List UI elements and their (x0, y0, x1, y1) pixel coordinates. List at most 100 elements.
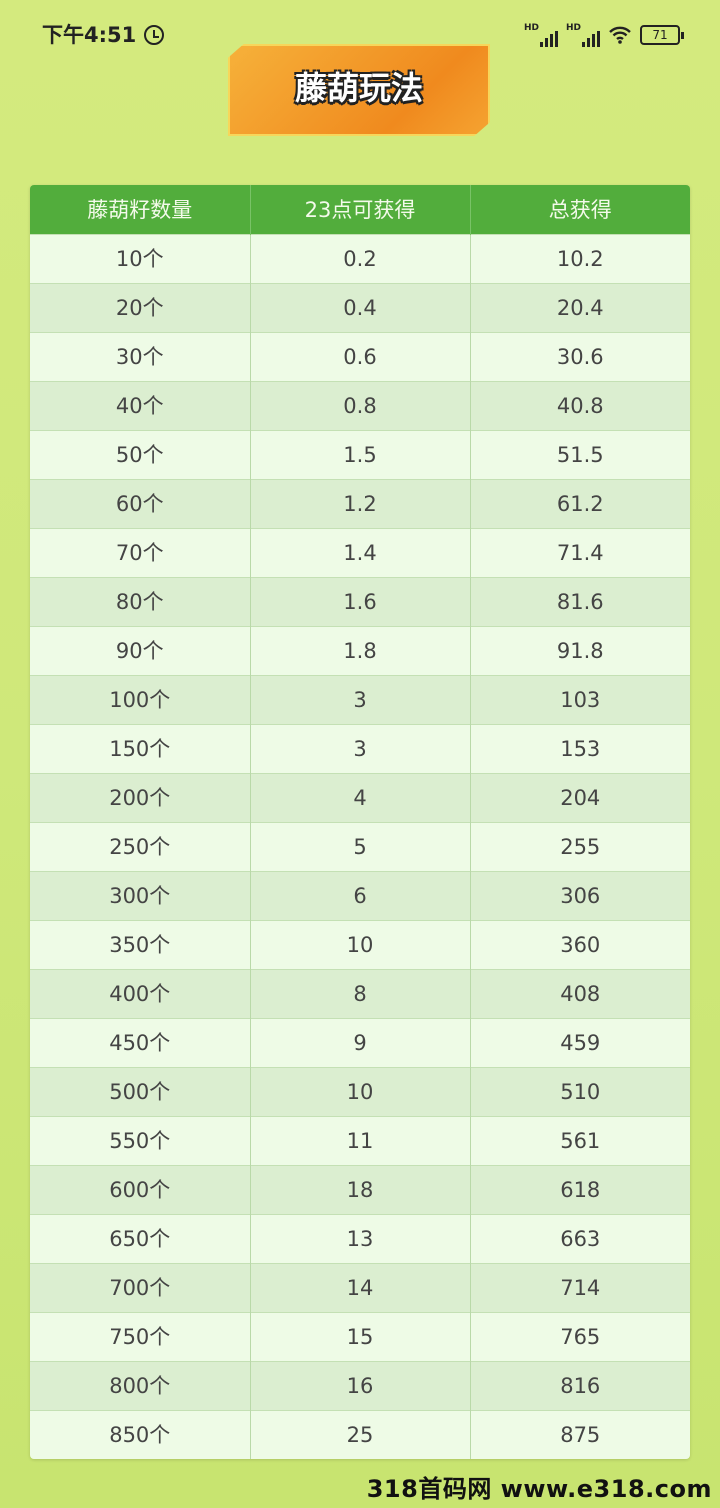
status-right: HD HD 71 (524, 18, 684, 52)
table-row: 30个 0.6 30.6 (30, 332, 690, 382)
cell-seed-count: 10个 (30, 234, 251, 284)
table-row: 50个 1.5 51.5 (30, 430, 690, 480)
table-header-row: 藤葫籽数量 23点可获得 总获得 (30, 185, 690, 235)
cell-seed-count: 550个 (30, 1116, 251, 1166)
alarm-icon (144, 25, 165, 45)
cell-reward-23: 1.8 (250, 626, 471, 676)
table-row: 80个 1.6 81.6 (30, 577, 690, 627)
cell-total: 561 (470, 1116, 690, 1166)
cell-total: 618 (470, 1165, 690, 1215)
cell-total: 663 (470, 1214, 690, 1264)
cell-reward-23: 1.6 (250, 577, 471, 627)
table-row: 10个 0.2 10.2 (30, 234, 690, 284)
cell-seed-count: 80个 (30, 577, 251, 627)
signal-icon-1 (539, 31, 558, 47)
header-total: 总获得 (470, 185, 690, 235)
cell-reward-23: 3 (250, 675, 471, 725)
cell-seed-count: 20个 (30, 283, 251, 333)
table-row: 60个 1.2 61.2 (30, 479, 690, 529)
cell-total: 816 (470, 1361, 690, 1411)
table-row: 70个 1.4 71.4 (30, 528, 690, 578)
table-row: 20个 0.4 20.4 (30, 283, 690, 333)
cell-seed-count: 150个 (30, 724, 251, 774)
cell-total: 765 (470, 1312, 690, 1362)
cell-total: 204 (470, 773, 690, 823)
cell-total: 81.6 (470, 577, 690, 627)
table-row: 650个 13 663 (30, 1214, 690, 1264)
header-23-reward: 23点可获得 (250, 185, 471, 235)
cell-total: 360 (470, 920, 690, 970)
cell-total: 91.8 (470, 626, 690, 676)
hd-label-2: HD (565, 23, 581, 33)
title-banner (228, 44, 490, 136)
table-row: 550个 11 561 (30, 1116, 690, 1166)
cell-reward-23: 18 (250, 1165, 471, 1215)
cell-seed-count: 50个 (30, 430, 251, 480)
table-row: 400个 8 408 (30, 969, 690, 1019)
status-bar: 下午4:51 HD HD 71 (0, 18, 720, 52)
cell-seed-count: 600个 (30, 1165, 251, 1215)
cell-reward-23: 25 (250, 1410, 471, 1459)
cell-seed-count: 400个 (30, 969, 251, 1019)
cell-seed-count: 70个 (30, 528, 251, 578)
cell-total: 408 (470, 969, 690, 1019)
table-row: 200个 4 204 (30, 773, 690, 823)
cell-total: 255 (470, 822, 690, 872)
rewards-table: 藤葫籽数量 23点可获得 总获得 10个 0.2 10.2 20个 0.4 20.4 30个… (30, 185, 690, 1459)
table-row: 150个 3 153 (30, 724, 690, 774)
wifi-icon (609, 26, 631, 44)
signal-group-1: HD (524, 23, 558, 47)
hd-label-1: HD (523, 23, 539, 33)
cell-seed-count: 650个 (30, 1214, 251, 1264)
cell-seed-count: 90个 (30, 626, 251, 676)
cell-reward-23: 8 (250, 969, 471, 1019)
table-row: 40个 0.8 40.8 (30, 381, 690, 431)
table-row: 800个 16 816 (30, 1361, 690, 1411)
watermark: 318首码网 www.e318.com (366, 1475, 712, 1503)
cell-total: 875 (470, 1410, 690, 1459)
cell-total: 153 (470, 724, 690, 774)
status-left: 下午4:51 (42, 18, 165, 52)
cell-reward-23: 0.4 (250, 283, 471, 333)
cell-seed-count: 200个 (30, 773, 251, 823)
cell-total: 306 (470, 871, 690, 921)
cell-reward-23: 14 (250, 1263, 471, 1313)
table-row: 90个 1.8 91.8 (30, 626, 690, 676)
cell-seed-count: 700个 (30, 1263, 251, 1313)
cell-seed-count: 30个 (30, 332, 251, 382)
cell-seed-count: 100个 (30, 675, 251, 725)
cell-total: 510 (470, 1067, 690, 1117)
page-title: 藤葫玩法 (294, 69, 423, 107)
table-row: 700个 14 714 (30, 1263, 690, 1313)
cell-reward-23: 4 (250, 773, 471, 823)
cell-total: 30.6 (470, 332, 690, 382)
signal-group-2: HD (566, 23, 600, 47)
cell-reward-23: 5 (250, 822, 471, 872)
cell-reward-23: 0.2 (250, 234, 471, 284)
cell-total: 51.5 (470, 430, 690, 480)
cell-reward-23: 1.5 (250, 430, 471, 480)
cell-total: 10.2 (470, 234, 690, 284)
cell-seed-count: 40个 (30, 381, 251, 431)
table-row: 450个 9 459 (30, 1018, 690, 1068)
table-row: 250个 5 255 (30, 822, 690, 872)
cell-reward-23: 6 (250, 871, 471, 921)
cell-total: 61.2 (470, 479, 690, 529)
cell-reward-23: 16 (250, 1361, 471, 1411)
table-row: 500个 10 510 (30, 1067, 690, 1117)
cell-seed-count: 800个 (30, 1361, 251, 1411)
cell-seed-count: 60个 (30, 479, 251, 529)
table-row: 600个 18 618 (30, 1165, 690, 1215)
cell-seed-count: 350个 (30, 920, 251, 970)
battery-icon: 71 (640, 25, 684, 45)
cell-total: 20.4 (470, 283, 690, 333)
cell-reward-23: 0.6 (250, 332, 471, 382)
cell-total: 40.8 (470, 381, 690, 431)
table-row: 350个 10 360 (30, 920, 690, 970)
cell-reward-23: 15 (250, 1312, 471, 1362)
cell-reward-23: 0.8 (250, 381, 471, 431)
cell-seed-count: 250个 (30, 822, 251, 872)
cell-reward-23: 1.2 (250, 479, 471, 529)
status-time: 下午4:51 (42, 23, 137, 47)
table-row: 750个 15 765 (30, 1312, 690, 1362)
